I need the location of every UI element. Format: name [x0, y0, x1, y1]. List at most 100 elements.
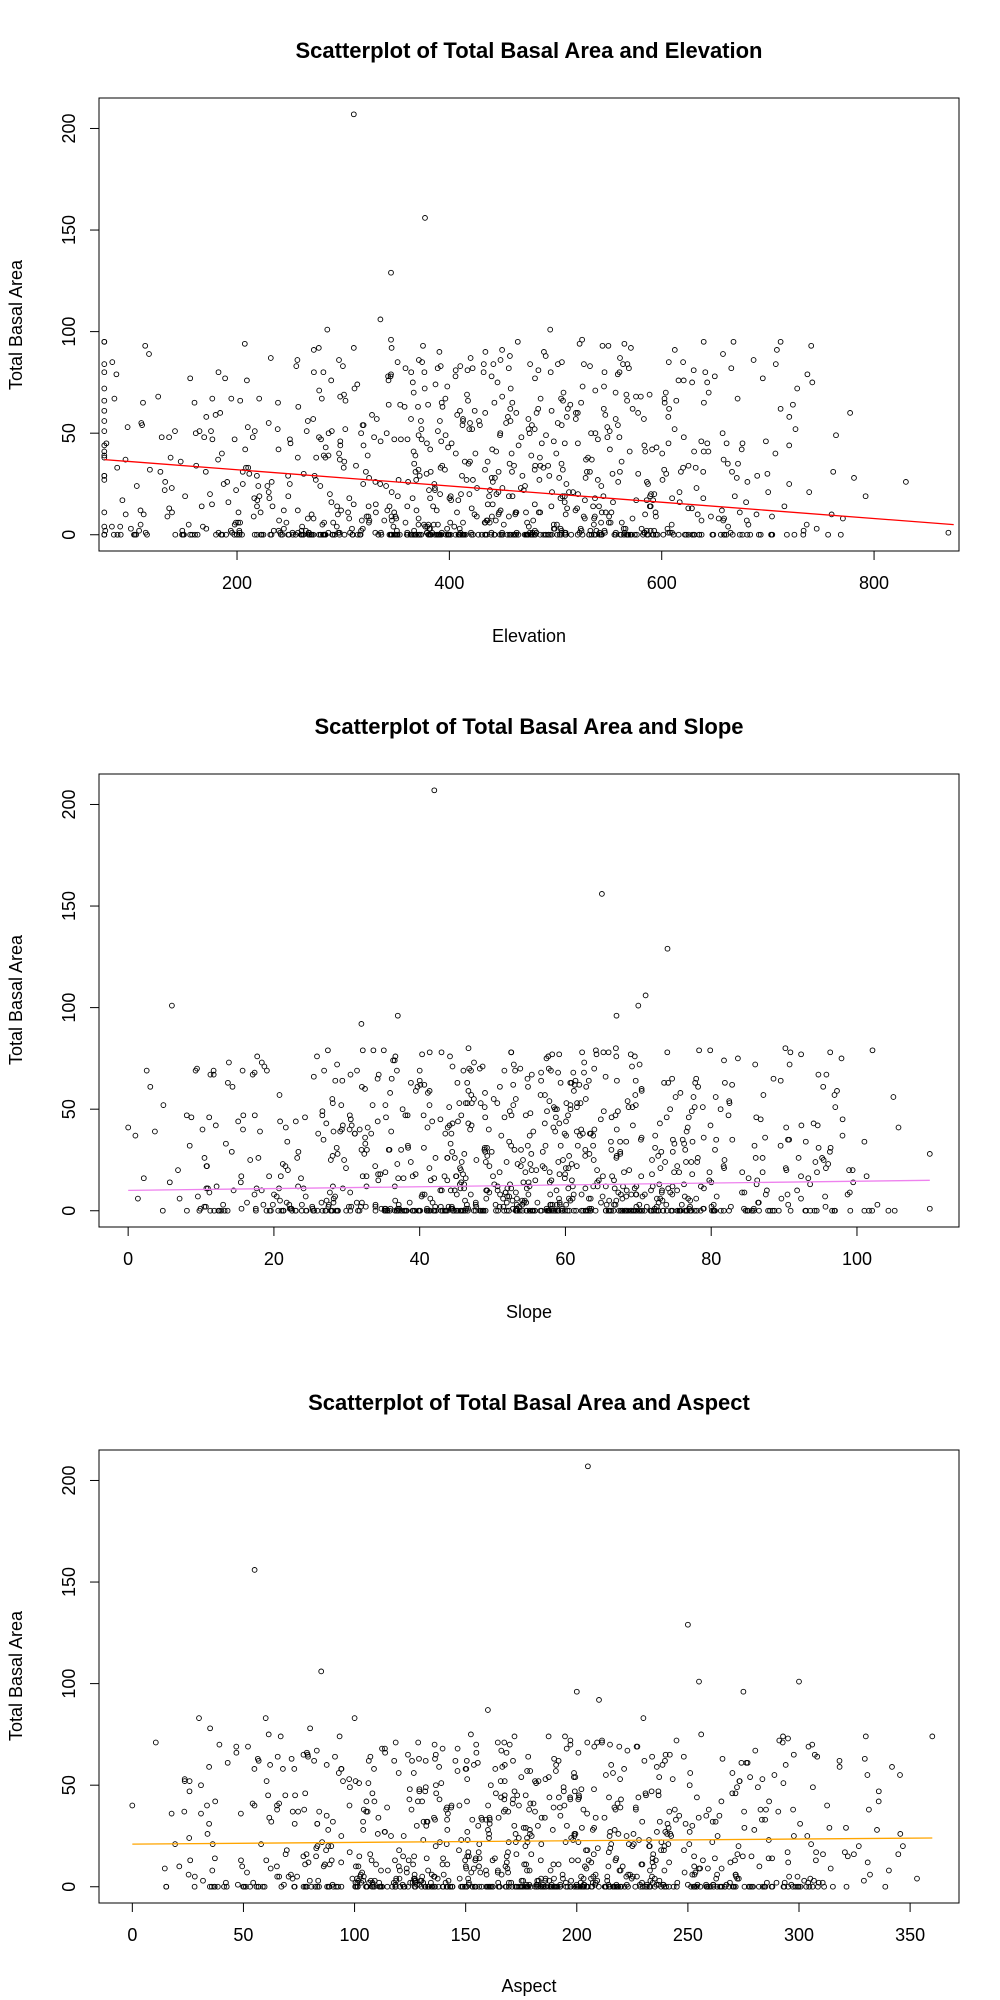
trend-line	[128, 1179, 930, 1192]
data-point	[629, 1843, 636, 1849]
data-point	[294, 507, 301, 514]
data-point	[385, 377, 392, 384]
data-point	[732, 1883, 739, 1890]
data-point	[585, 454, 591, 461]
data-point	[262, 1715, 269, 1721]
data-point	[454, 509, 460, 516]
data-point	[233, 1749, 240, 1756]
data-point	[577, 525, 584, 532]
data-point	[211, 1883, 218, 1890]
data-point	[370, 1047, 377, 1054]
data-point	[349, 525, 355, 532]
data-point	[416, 1786, 423, 1793]
data-point	[333, 523, 340, 530]
data-point	[492, 1201, 499, 1208]
data-point	[475, 1822, 482, 1829]
data-point	[532, 462, 539, 469]
data-point	[276, 1873, 283, 1880]
data-point	[774, 347, 780, 353]
data-point	[720, 351, 726, 357]
data-point	[129, 1802, 136, 1809]
data-point	[326, 1201, 332, 1208]
data-point	[421, 1081, 428, 1088]
data-point	[506, 513, 512, 520]
data-point	[512, 1839, 519, 1845]
data-point	[346, 1112, 353, 1119]
data-point	[445, 444, 451, 451]
data-point	[861, 1755, 868, 1762]
data-point	[394, 1067, 400, 1074]
data-point	[621, 1766, 627, 1772]
data-point	[247, 1157, 254, 1163]
data-point	[680, 434, 687, 441]
data-point	[674, 1163, 681, 1169]
data-point	[137, 521, 144, 528]
data-point	[813, 1849, 819, 1856]
data-point	[650, 497, 656, 504]
x-tick-label: 350	[895, 1925, 925, 1945]
data-point	[732, 1790, 739, 1797]
data-point	[747, 531, 754, 538]
data-point	[520, 1824, 527, 1831]
data-point	[482, 1090, 488, 1096]
data-point	[842, 1849, 848, 1856]
data-point	[473, 1749, 480, 1756]
data-point	[723, 440, 730, 447]
data-point	[157, 468, 164, 475]
data-point	[698, 531, 705, 538]
data-point	[803, 521, 810, 528]
data-point	[172, 428, 178, 434]
data-point	[185, 521, 192, 528]
data-point	[705, 448, 712, 455]
data-point	[364, 1146, 370, 1153]
data-point	[550, 1804, 557, 1811]
data-point	[559, 1207, 565, 1214]
data-point	[511, 1822, 518, 1829]
data-point	[623, 1187, 630, 1194]
data-point	[328, 1857, 335, 1864]
data-point	[757, 1116, 764, 1123]
data-point	[176, 1195, 183, 1202]
data-point	[533, 410, 540, 416]
data-point	[603, 1207, 609, 1214]
data-point	[352, 1778, 359, 1784]
data-point	[188, 1114, 195, 1121]
data-point	[354, 1883, 361, 1890]
data-point	[584, 468, 590, 475]
data-point	[638, 1134, 645, 1141]
data-point	[466, 491, 473, 497]
data-point	[319, 1108, 326, 1115]
data-point	[613, 1883, 620, 1890]
data-point	[486, 1816, 493, 1823]
data-point	[676, 499, 683, 506]
data-point	[785, 1136, 791, 1143]
data-point	[707, 1047, 714, 1054]
data-point	[295, 1148, 302, 1155]
data-point	[504, 1207, 510, 1214]
data-point	[327, 491, 333, 497]
data-point	[356, 1126, 363, 1133]
data-point	[562, 511, 569, 518]
data-point	[729, 1770, 736, 1776]
data-point	[522, 1112, 529, 1119]
data-point	[495, 1814, 502, 1821]
data-point	[453, 1173, 460, 1180]
data-point	[624, 1747, 631, 1754]
data-point	[186, 1778, 193, 1784]
data-point	[379, 1745, 385, 1752]
data-point	[528, 1071, 535, 1078]
data-point	[286, 481, 293, 487]
data-point	[929, 1733, 936, 1740]
data-point	[244, 1869, 250, 1876]
data-point	[747, 1774, 753, 1780]
data-point	[815, 1071, 822, 1078]
chart-panel-aspect: Scatterplot of Total Basal Area and Aspe…	[6, 1390, 960, 1996]
data-point	[671, 1169, 677, 1176]
data-point	[698, 1731, 705, 1738]
data-point	[503, 1199, 510, 1206]
data-point	[300, 531, 307, 538]
data-point	[506, 531, 513, 538]
data-point	[567, 401, 574, 408]
data-point	[700, 1134, 707, 1141]
data-point	[759, 1776, 766, 1782]
